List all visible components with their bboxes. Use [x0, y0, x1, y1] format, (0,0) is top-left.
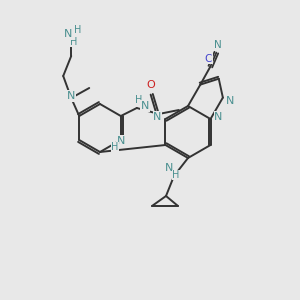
- Text: H: H: [111, 142, 118, 152]
- Text: N: N: [165, 163, 173, 173]
- Text: N: N: [64, 29, 72, 39]
- Text: H: H: [172, 170, 180, 180]
- Text: N: N: [226, 96, 234, 106]
- Text: H: H: [135, 95, 142, 105]
- Text: N: N: [153, 112, 162, 122]
- Text: H: H: [70, 37, 77, 47]
- Text: N: N: [214, 40, 222, 50]
- Text: N: N: [141, 101, 149, 111]
- Text: N: N: [214, 112, 223, 122]
- Text: O: O: [146, 80, 155, 90]
- Text: H: H: [74, 25, 81, 35]
- Text: N: N: [67, 91, 75, 101]
- Text: C: C: [205, 54, 212, 64]
- Text: N: N: [117, 136, 125, 146]
